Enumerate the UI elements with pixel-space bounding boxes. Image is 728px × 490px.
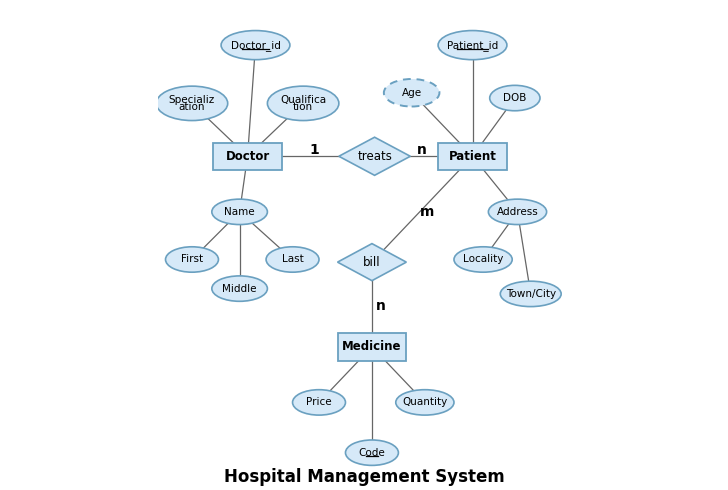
Text: Address: Address <box>496 207 539 217</box>
Text: tion: tion <box>293 102 313 112</box>
Ellipse shape <box>212 199 267 224</box>
Ellipse shape <box>490 85 540 111</box>
Ellipse shape <box>346 440 398 465</box>
Ellipse shape <box>488 199 547 224</box>
Text: bill: bill <box>363 256 381 269</box>
Text: Hospital Management System: Hospital Management System <box>223 467 505 486</box>
Ellipse shape <box>266 247 319 272</box>
Text: Name: Name <box>224 207 255 217</box>
Polygon shape <box>339 137 411 175</box>
Text: Quantity: Quantity <box>403 397 448 407</box>
Ellipse shape <box>165 247 218 272</box>
Text: First: First <box>181 254 203 265</box>
Text: Last: Last <box>282 254 304 265</box>
Text: Patient_id: Patient_id <box>447 40 498 50</box>
Text: treats: treats <box>357 150 392 163</box>
Text: Specializ: Specializ <box>169 95 215 105</box>
Text: Patient: Patient <box>448 150 496 163</box>
Text: n: n <box>417 143 427 157</box>
Text: ation: ation <box>179 102 205 112</box>
Text: 1: 1 <box>310 143 320 157</box>
Ellipse shape <box>212 276 267 301</box>
Text: Doctor: Doctor <box>226 150 269 163</box>
Polygon shape <box>338 244 406 281</box>
Ellipse shape <box>396 390 454 415</box>
Text: Price: Price <box>306 397 332 407</box>
Text: m: m <box>420 205 435 219</box>
Ellipse shape <box>157 86 228 121</box>
Ellipse shape <box>438 30 507 60</box>
Text: Qualifica: Qualifica <box>280 95 326 105</box>
Text: Town/City: Town/City <box>506 289 555 299</box>
FancyBboxPatch shape <box>213 143 282 170</box>
Text: DOB: DOB <box>503 93 526 103</box>
Text: Age: Age <box>402 88 422 98</box>
Ellipse shape <box>454 247 513 272</box>
Text: Middle: Middle <box>222 284 257 294</box>
Ellipse shape <box>267 86 339 121</box>
Text: n: n <box>376 298 386 313</box>
Text: Code: Code <box>359 448 385 458</box>
Ellipse shape <box>221 30 290 60</box>
Ellipse shape <box>293 390 346 415</box>
Ellipse shape <box>500 281 561 307</box>
Text: Medicine: Medicine <box>342 341 402 353</box>
Text: Locality: Locality <box>463 254 503 265</box>
Ellipse shape <box>384 79 440 106</box>
FancyBboxPatch shape <box>438 143 507 170</box>
Text: Doctor_id: Doctor_id <box>231 40 280 50</box>
FancyBboxPatch shape <box>338 333 406 361</box>
